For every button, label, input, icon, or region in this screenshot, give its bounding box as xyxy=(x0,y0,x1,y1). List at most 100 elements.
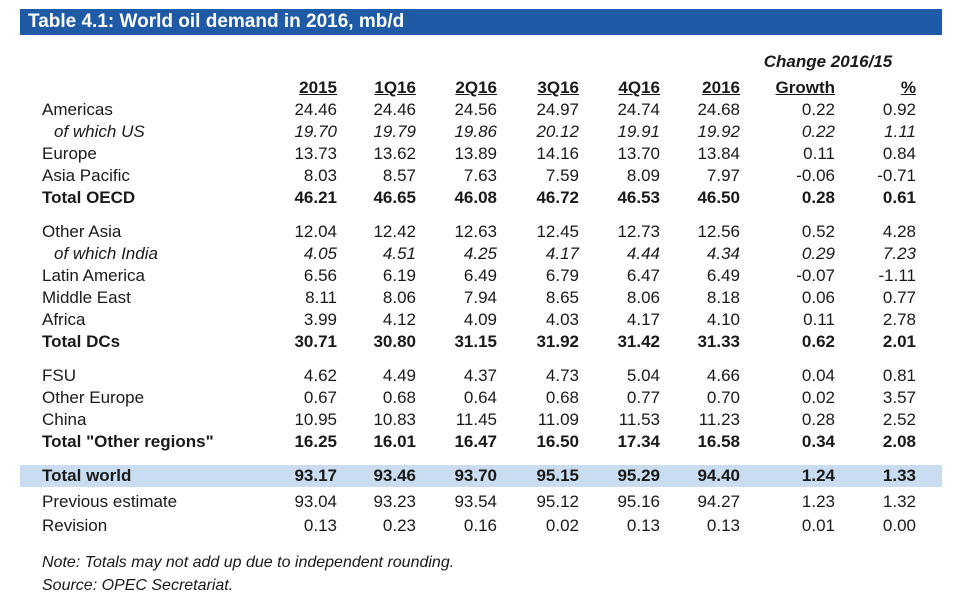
table-cell: 3.99 xyxy=(303,310,337,329)
table-cell: 13.84 xyxy=(697,144,740,163)
table-cell: 6.47 xyxy=(626,266,660,285)
table-cell: 4.17 xyxy=(626,310,660,329)
table-cell: 1.11 xyxy=(884,122,916,141)
table-cell: 95.15 xyxy=(536,466,579,485)
table-row: Other Europe 0.67 0.68 0.64 0.68 0.77 0.70 0.02… xyxy=(20,387,942,409)
table-cell: 12.45 xyxy=(536,222,579,241)
table-cell: 0.61 xyxy=(882,188,916,207)
table-cell: 2.08 xyxy=(882,432,916,451)
table-row: Total OECD 46.21 46.65 46.08 46.72 46.53 46.50… xyxy=(20,187,942,209)
table-cell: 19.79 xyxy=(373,122,416,141)
column-header: 3Q16 xyxy=(537,78,579,97)
table-cell: 13.89 xyxy=(454,144,497,163)
table-cell: 4.37 xyxy=(463,366,497,385)
row-label: Middle East xyxy=(42,288,131,307)
table-cell: 0.84 xyxy=(882,144,916,163)
table-cell: 4.49 xyxy=(382,366,416,385)
table-cell: 31.42 xyxy=(617,332,660,351)
table-cell: 6.56 xyxy=(303,266,337,285)
table-cell: 93.23 xyxy=(373,492,416,511)
table-row: Americas 24.46 24.46 24.56 24.97 24.74 24.68 0.… xyxy=(20,99,942,121)
table-cell: 93.54 xyxy=(454,492,497,511)
table-cell: 0.23 xyxy=(382,516,416,535)
table-cell: 94.27 xyxy=(697,492,740,511)
table-cell: 19.91 xyxy=(617,122,660,141)
change-header: Change 2016/15 xyxy=(763,52,893,71)
table-cell: 46.65 xyxy=(373,188,416,207)
table-cell: 46.50 xyxy=(697,188,740,207)
column-header: 1Q16 xyxy=(374,78,416,97)
row-label: Total DCs xyxy=(42,332,121,351)
table-cell: 7.94 xyxy=(463,288,497,307)
table-cell: 1.23 xyxy=(801,492,835,511)
table-cell: 13.73 xyxy=(294,144,337,163)
table-cell: 0.28 xyxy=(801,410,835,429)
table-cell: 10.95 xyxy=(294,410,337,429)
table-cell: 46.72 xyxy=(536,188,579,207)
table-cell: 12.42 xyxy=(373,222,416,241)
table-cell: 4.17 xyxy=(545,244,579,263)
table-notes: Note: Totals may not add up due to indep… xyxy=(42,551,454,597)
table-cell: 19.86 xyxy=(454,122,497,141)
table-cell: 0.29 xyxy=(801,244,835,263)
row-label: Previous estimate xyxy=(42,492,178,511)
table-row: Total "Other regions" 16.25 16.01 16.47 16.5… xyxy=(20,431,942,453)
table-cell: 20.12 xyxy=(536,122,579,141)
table-cell: 24.46 xyxy=(294,100,337,119)
table-cell: 6.49 xyxy=(463,266,497,285)
table-cell: 7.63 xyxy=(463,166,497,185)
table-cell: 11.23 xyxy=(698,410,740,429)
table-cell: 0.64 xyxy=(463,388,497,407)
table-cell: 0.52 xyxy=(801,222,835,241)
table-cell: 0.13 xyxy=(303,516,337,535)
table-cell: 7.59 xyxy=(545,166,579,185)
table-cell: 31.15 xyxy=(454,332,497,351)
table-cell: 1.33 xyxy=(882,466,916,485)
table-cell: 11.53 xyxy=(618,410,660,429)
table-row: Asia Pacific 8.03 8.57 7.63 7.59 8.09 7.97 -0.0… xyxy=(20,165,942,187)
table-row: China 10.95 10.83 11.45 11.09 11.53 11.23 0.28 2… xyxy=(20,409,942,431)
table-cell: 16.50 xyxy=(536,432,579,451)
table-cell: 4.05 xyxy=(303,244,337,263)
table-cell: 93.46 xyxy=(373,466,416,485)
row-label: Other Asia xyxy=(42,222,122,241)
table-cell: 8.06 xyxy=(626,288,660,307)
table-row: Revision 0.13 0.23 0.16 0.02 0.13 0.13 0.01 0.00 xyxy=(20,515,942,537)
source-note: Source: OPEC Secretariat. xyxy=(42,577,234,594)
table-cell: 4.34 xyxy=(706,244,740,263)
table-cell: 95.16 xyxy=(617,492,660,511)
column-header: 2016 xyxy=(702,78,740,97)
table-cell: 4.62 xyxy=(303,366,337,385)
table-cell: 0.81 xyxy=(882,366,916,385)
table-row: Previous estimate 93.04 93.23 93.54 95.12 95.… xyxy=(20,491,942,513)
table-cell: 6.49 xyxy=(706,266,740,285)
table-cell: 19.92 xyxy=(697,122,740,141)
table-cell: 12.63 xyxy=(454,222,497,241)
table-cell: 4.44 xyxy=(626,244,660,263)
table-cell: 0.13 xyxy=(626,516,660,535)
table-cell: 12.04 xyxy=(294,222,337,241)
table-cell: 2.52 xyxy=(882,410,916,429)
table-cell: 4.12 xyxy=(382,310,416,329)
table-cell: 13.62 xyxy=(373,144,416,163)
table-cell: -0.06 xyxy=(796,166,835,185)
table-cell: 8.09 xyxy=(626,166,660,185)
table-cell: 12.73 xyxy=(617,222,660,241)
row-label: Asia Pacific xyxy=(42,166,130,185)
table-cell: 10.83 xyxy=(373,410,416,429)
row-label: of which US xyxy=(54,122,145,141)
table-cell: 0.28 xyxy=(801,188,835,207)
table-cell: 8.11 xyxy=(305,288,337,307)
table-cell: 0.68 xyxy=(382,388,416,407)
row-label: Latin America xyxy=(42,266,145,285)
table-row: Europe 13.73 13.62 13.89 14.16 13.70 13.84 0.11… xyxy=(20,143,942,165)
table-cell: 4.73 xyxy=(545,366,579,385)
table-cell: 4.03 xyxy=(545,310,579,329)
table-cell: 0.04 xyxy=(801,366,835,385)
table-cell: 4.09 xyxy=(463,310,497,329)
row-label: Total OECD xyxy=(42,188,136,207)
row-label: Total "Other regions" xyxy=(42,432,214,451)
table-row: FSU 4.62 4.49 4.37 4.73 5.04 4.66 0.04 0.81 xyxy=(20,365,942,387)
table-cell: 0.68 xyxy=(545,388,579,407)
table-cell: -0.71 xyxy=(877,166,916,185)
